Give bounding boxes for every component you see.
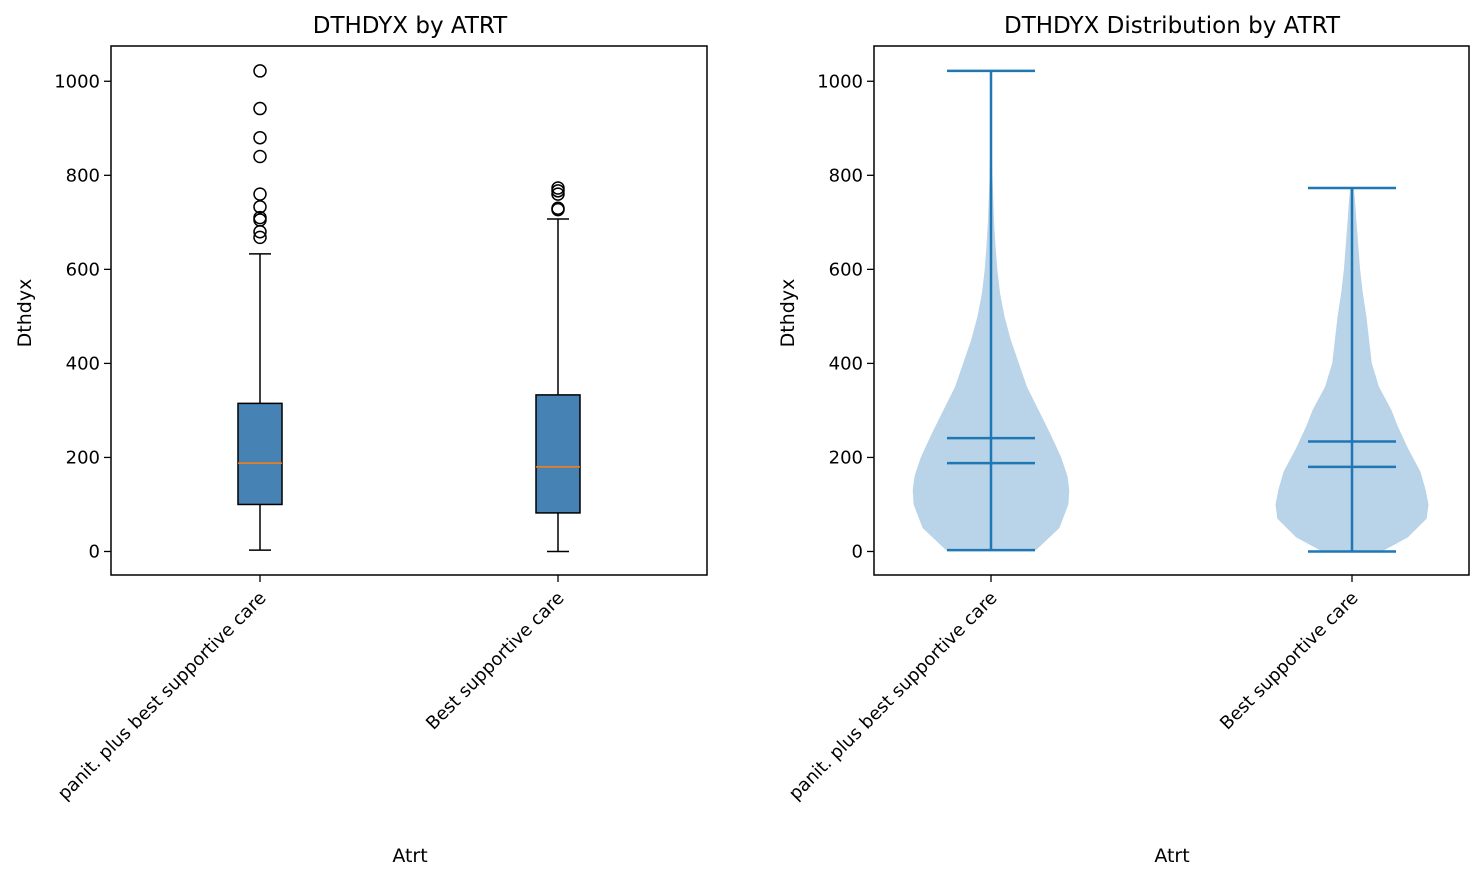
- violin-xlabel: Atrt: [1154, 845, 1189, 867]
- violin-ytick-label: 1000: [817, 71, 863, 92]
- boxplot-ytick-label: 1000: [54, 71, 100, 92]
- violin-ytick-label: 400: [829, 353, 863, 374]
- violin-ylabel: Dthdyx: [777, 279, 799, 348]
- box-outlier-point: [253, 230, 267, 245]
- boxplot-frame: [110, 45, 708, 576]
- boxplot-ytick-label: 0: [89, 541, 100, 562]
- boxplot-panel: DTHDYX by ATRT Atrt Dthdyx 0 200 400 600 800…: [14, 13, 708, 867]
- boxplot-x-axis: panit. plus best supportive care Best sup…: [54, 575, 569, 804]
- violin-frame: [873, 45, 1470, 576]
- boxplot-ytick-label: 200: [66, 447, 100, 468]
- violin-xtick-label: Best supportive care: [1216, 588, 1362, 734]
- violin-xtick-label: panit. plus best supportive care: [785, 588, 1002, 805]
- box-outlier-point: [253, 101, 267, 116]
- boxplot-ytick-label: 600: [66, 259, 100, 280]
- boxplot-ylabel: Dthdyx: [14, 279, 36, 348]
- boxplot-marks: [237, 64, 581, 553]
- box-outlier-point: [253, 149, 267, 164]
- box-outlier-point: [253, 187, 267, 201]
- violin-ytick-label: 600: [829, 259, 863, 280]
- box-outlier-point: [253, 130, 267, 145]
- violin-y-axis: 0 200 400 600 800 1000: [817, 71, 874, 562]
- violin-x-axis: panit. plus best supportive care Best sup…: [785, 575, 1363, 804]
- box-outlier-point: [253, 224, 267, 239]
- box-outlier-point: [253, 200, 267, 214]
- violin-title: DTHDYX Distribution by ATRT: [1004, 13, 1341, 39]
- box-outlier-point: [253, 64, 267, 78]
- violin-ytick-label: 200: [829, 447, 863, 468]
- boxplot-xtick-label: panit. plus best supportive care: [54, 588, 271, 805]
- box-iqr: [237, 402, 283, 506]
- violin-marks: [912, 69, 1429, 553]
- boxplot-xtick-label: Best supportive care: [422, 588, 568, 734]
- violin-ytick-label: 800: [829, 165, 863, 186]
- box-outlier-point: [551, 187, 565, 201]
- boxplot-title: DTHDYX by ATRT: [313, 13, 508, 39]
- violin-ytick-label: 0: [852, 541, 863, 562]
- violin-panel: DTHDYX Distribution by ATRT Atrt Dthdyx …: [777, 13, 1470, 867]
- box-outlier-point: [551, 202, 565, 217]
- boxplot-ytick-label: 800: [66, 165, 100, 186]
- box-iqr: [535, 394, 581, 514]
- box-outlier-point: [551, 184, 565, 198]
- boxplot-xlabel: Atrt: [392, 845, 427, 867]
- boxplot-ytick-label: 400: [66, 353, 100, 374]
- boxplot-y-axis: 0 200 400 600 800 1000: [54, 71, 111, 562]
